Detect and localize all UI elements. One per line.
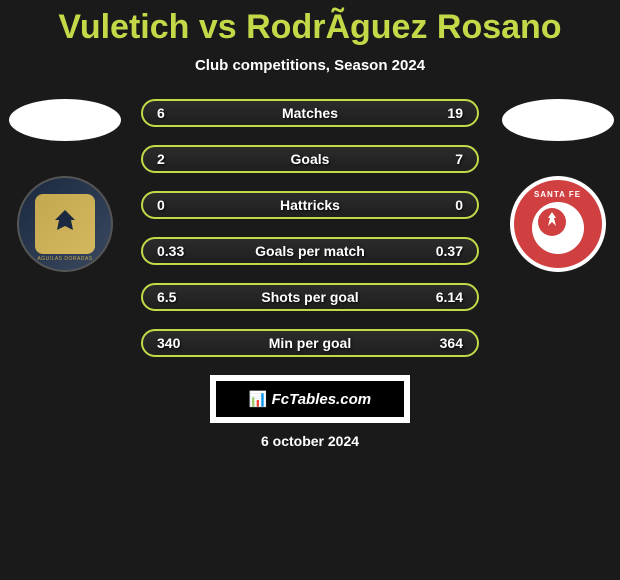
stat-label: Hattricks <box>280 197 340 213</box>
stat-row-min-per-goal: 340 Min per goal 364 <box>141 329 479 357</box>
stat-left-value: 0.33 <box>157 243 184 259</box>
subtitle: Club competitions, Season 2024 <box>0 57 620 74</box>
stat-label: Matches <box>282 105 338 121</box>
left-player-column: AGUILAS DORADAS <box>5 99 125 272</box>
stat-row-matches: 6 Matches 19 <box>141 99 479 127</box>
page-title: Vuletich vs RodrÃ­guez Rosano <box>0 0 620 47</box>
comparison-content: AGUILAS DORADAS SANTA FE 6 Matches 19 2 … <box>0 99 620 357</box>
stat-left-value: 6 <box>157 105 165 121</box>
footer-brand-box: 📊 FcTables.com <box>210 375 410 423</box>
date-text: 6 october 2024 <box>0 433 620 449</box>
right-flag-placeholder <box>502 99 614 141</box>
footer-brand: 📊 FcTables.com <box>249 390 371 408</box>
right-team-logo: SANTA FE <box>510 176 606 272</box>
right-player-column: SANTA FE <box>500 99 615 272</box>
stat-label: Goals per match <box>255 243 365 259</box>
stats-column: 6 Matches 19 2 Goals 7 0 Hattricks 0 0.3… <box>141 99 479 357</box>
stat-row-hattricks: 0 Hattricks 0 <box>141 191 479 219</box>
stat-left-value: 0 <box>157 197 165 213</box>
stat-label: Shots per goal <box>261 289 358 305</box>
brand-text: FcTables.com <box>272 391 371 408</box>
stat-left-value: 340 <box>157 335 180 351</box>
left-team-logo: AGUILAS DORADAS <box>17 176 113 272</box>
eagle-icon <box>35 194 95 254</box>
stat-left-value: 2 <box>157 151 165 167</box>
stat-left-value: 6.5 <box>157 289 176 305</box>
stat-row-shots-per-goal: 6.5 Shots per goal 6.14 <box>141 283 479 311</box>
stat-right-value: 6.14 <box>436 289 463 305</box>
stat-right-value: 19 <box>447 105 463 121</box>
stat-right-value: 364 <box>440 335 463 351</box>
chart-icon: 📊 <box>249 390 268 408</box>
stat-right-value: 0 <box>455 197 463 213</box>
stat-row-goals: 2 Goals 7 <box>141 145 479 173</box>
stat-label: Min per goal <box>269 335 351 351</box>
left-team-name: AGUILAS DORADAS <box>37 256 92 262</box>
stat-right-value: 0.37 <box>436 243 463 259</box>
right-team-name: SANTA FE <box>534 190 581 199</box>
stat-label: Goals <box>291 151 330 167</box>
stat-row-goals-per-match: 0.33 Goals per match 0.37 <box>141 237 479 265</box>
stat-right-value: 7 <box>455 151 463 167</box>
lion-icon <box>532 202 584 254</box>
left-flag-placeholder <box>9 99 121 141</box>
